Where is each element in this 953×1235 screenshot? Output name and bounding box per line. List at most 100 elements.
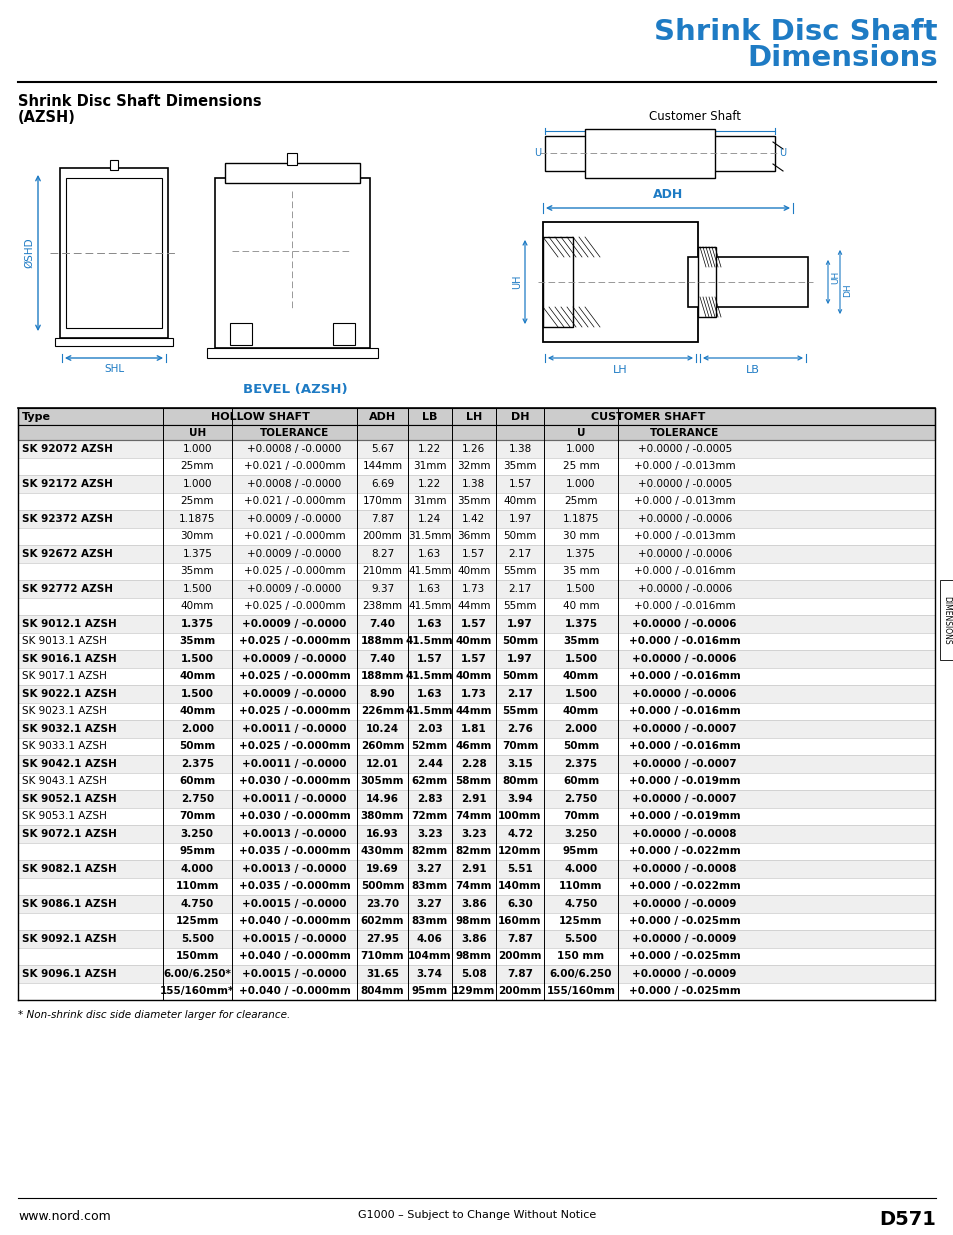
- Text: 3.27: 3.27: [416, 899, 442, 909]
- Text: 5.500: 5.500: [564, 934, 597, 944]
- Text: +0.0000 / -0.0007: +0.0000 / -0.0007: [632, 724, 737, 734]
- Bar: [18, 667, 934, 685]
- Text: 2.375: 2.375: [180, 758, 213, 768]
- Text: 1.000: 1.000: [566, 443, 596, 453]
- Text: SK 9042.1 AZSH: SK 9042.1 AZSH: [22, 758, 117, 768]
- Text: 40 mm: 40 mm: [562, 601, 598, 611]
- Text: +0.0000 / -0.0009: +0.0000 / -0.0009: [632, 968, 736, 979]
- Text: +0.0000 / -0.0007: +0.0000 / -0.0007: [632, 794, 737, 804]
- Text: 70mm: 70mm: [562, 811, 598, 821]
- Text: 129mm: 129mm: [452, 987, 495, 997]
- Bar: [687, 257, 807, 308]
- Text: 74mm: 74mm: [455, 882, 492, 892]
- Text: 2.000: 2.000: [564, 724, 597, 734]
- Text: +0.025 / -0.000mm: +0.025 / -0.000mm: [243, 567, 345, 577]
- Text: 1.500: 1.500: [566, 584, 596, 594]
- Bar: [18, 983, 934, 1000]
- Text: 41.5mm: 41.5mm: [405, 672, 453, 682]
- Text: 40mm: 40mm: [179, 672, 215, 682]
- Text: 60mm: 60mm: [179, 777, 215, 787]
- Text: +0.021 / -0.000mm: +0.021 / -0.000mm: [243, 461, 345, 472]
- Text: +0.0013 / -0.0000: +0.0013 / -0.0000: [242, 863, 346, 873]
- Text: 41.5mm: 41.5mm: [408, 567, 451, 577]
- Text: 40mm: 40mm: [456, 636, 492, 646]
- Text: 1.500: 1.500: [180, 653, 213, 663]
- Text: 2.17: 2.17: [508, 584, 531, 594]
- Text: +0.000 / -0.019mm: +0.000 / -0.019mm: [628, 811, 740, 821]
- Text: 155/160mm: 155/160mm: [546, 987, 615, 997]
- Text: 40mm: 40mm: [562, 672, 598, 682]
- Text: BEVEL (AZSH): BEVEL (AZSH): [242, 384, 347, 396]
- Text: LH: LH: [613, 366, 627, 375]
- Text: 1.57: 1.57: [416, 653, 442, 663]
- Text: +0.0000 / -0.0005: +0.0000 / -0.0005: [637, 443, 731, 453]
- Bar: [18, 685, 934, 703]
- Text: 31.65: 31.65: [366, 968, 398, 979]
- Text: 3.86: 3.86: [460, 934, 486, 944]
- Text: 55mm: 55mm: [503, 567, 537, 577]
- Text: +0.0000 / -0.0006: +0.0000 / -0.0006: [632, 689, 736, 699]
- Text: 2.91: 2.91: [460, 794, 486, 804]
- Text: 1.97: 1.97: [508, 514, 531, 524]
- Text: 83mm: 83mm: [411, 916, 447, 926]
- Text: 8.90: 8.90: [370, 689, 395, 699]
- Text: 260mm: 260mm: [360, 741, 404, 751]
- Text: 50mm: 50mm: [503, 531, 537, 541]
- Text: 25mm: 25mm: [563, 496, 598, 506]
- Text: +0.000 / -0.025mm: +0.000 / -0.025mm: [628, 987, 740, 997]
- Bar: [287, 153, 297, 165]
- Text: 35mm: 35mm: [503, 461, 537, 472]
- Text: 35 mm: 35 mm: [562, 567, 598, 577]
- Text: 40mm: 40mm: [179, 706, 215, 716]
- Text: 150mm: 150mm: [175, 951, 219, 961]
- Text: 150 mm: 150 mm: [557, 951, 604, 961]
- Text: LH: LH: [465, 411, 481, 421]
- Text: 1.500: 1.500: [182, 584, 212, 594]
- Text: 4.000: 4.000: [564, 863, 597, 873]
- Text: 41.5mm: 41.5mm: [408, 601, 451, 611]
- Text: +0.0013 / -0.0000: +0.0013 / -0.0000: [242, 829, 346, 839]
- Text: 1.63: 1.63: [416, 619, 442, 629]
- Text: 50mm: 50mm: [562, 741, 598, 751]
- Text: +0.0009 / -0.0000: +0.0009 / -0.0000: [242, 653, 346, 663]
- Text: +0.0000 / -0.0006: +0.0000 / -0.0006: [637, 548, 731, 558]
- Text: +0.0011 / -0.0000: +0.0011 / -0.0000: [242, 758, 346, 768]
- Text: 41.5mm: 41.5mm: [405, 706, 453, 716]
- Text: 1.000: 1.000: [182, 443, 212, 453]
- Bar: [18, 965, 934, 983]
- Text: Type: Type: [22, 411, 51, 421]
- Bar: [698, 247, 716, 317]
- Text: 6.00/6.250*: 6.00/6.250*: [163, 968, 231, 979]
- Text: 5.500: 5.500: [180, 934, 213, 944]
- Text: +0.040 / -0.000mm: +0.040 / -0.000mm: [238, 916, 350, 926]
- Text: 7.87: 7.87: [507, 934, 533, 944]
- Text: * Non-shrink disc side diameter larger for clearance.: * Non-shrink disc side diameter larger f…: [18, 1010, 290, 1020]
- Text: 2.750: 2.750: [564, 794, 597, 804]
- Bar: [230, 324, 252, 345]
- Bar: [18, 825, 934, 842]
- Text: SK 9016.1 AZSH: SK 9016.1 AZSH: [22, 653, 116, 663]
- Text: ADH: ADH: [652, 188, 682, 201]
- Text: 1.375: 1.375: [565, 548, 596, 558]
- Text: 8.27: 8.27: [371, 548, 394, 558]
- Bar: [18, 790, 934, 808]
- Text: 40mm: 40mm: [456, 567, 490, 577]
- Text: 1.97: 1.97: [507, 619, 533, 629]
- Text: 3.94: 3.94: [507, 794, 533, 804]
- Text: 16.93: 16.93: [366, 829, 398, 839]
- Text: 1.22: 1.22: [417, 479, 441, 489]
- Text: 3.86: 3.86: [460, 899, 486, 909]
- Text: 58mm: 58mm: [456, 777, 492, 787]
- Bar: [18, 545, 934, 562]
- Text: 95mm: 95mm: [179, 846, 215, 856]
- Text: 35mm: 35mm: [180, 567, 213, 577]
- Text: 1.57: 1.57: [461, 548, 485, 558]
- Text: 4.000: 4.000: [180, 863, 213, 873]
- Text: 3.250: 3.250: [180, 829, 213, 839]
- Bar: [18, 632, 934, 650]
- Text: D571: D571: [879, 1210, 935, 1229]
- Bar: [60, 168, 168, 338]
- Text: 32mm: 32mm: [456, 461, 490, 472]
- Text: 1.500: 1.500: [180, 689, 213, 699]
- Text: 14.96: 14.96: [366, 794, 398, 804]
